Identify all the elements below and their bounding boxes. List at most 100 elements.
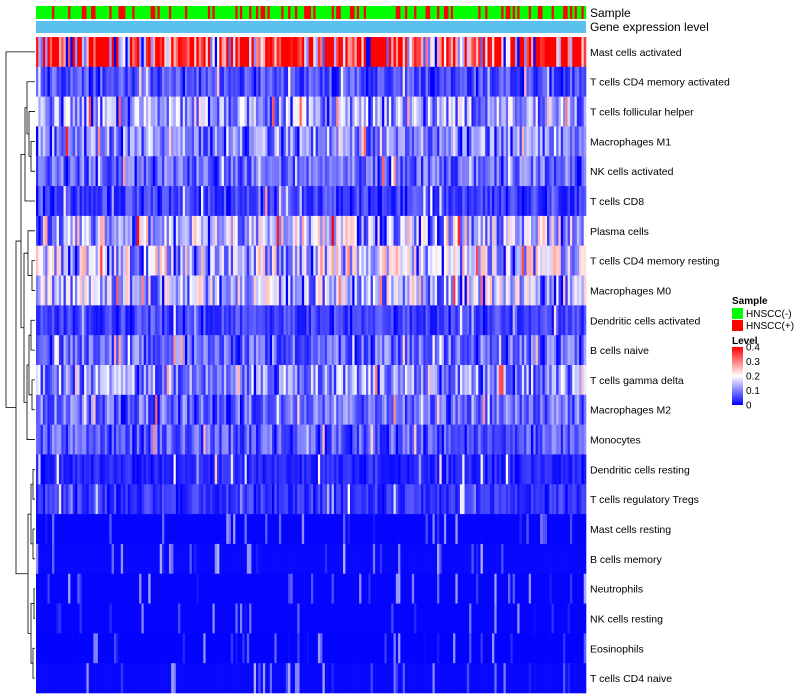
heatmap-cell <box>501 543 504 575</box>
heatmap-cell <box>569 514 573 545</box>
heatmap-cell <box>100 156 103 187</box>
heatmap-cell <box>363 66 367 97</box>
heatmap-cell <box>272 424 275 455</box>
heatmap-cell <box>356 603 360 634</box>
heatmap-cell <box>132 543 135 575</box>
heatmap-cell <box>228 186 232 217</box>
heatmap-cell <box>162 96 165 127</box>
heatmap-cell <box>189 514 193 545</box>
sample-annotation-cell <box>441 6 445 19</box>
heatmap-cell <box>563 543 566 575</box>
heatmap-cell <box>418 96 422 127</box>
heatmap-cell <box>395 275 399 306</box>
heatmap-cell <box>173 484 177 515</box>
heatmap-cell <box>129 543 133 575</box>
heatmap-cell <box>425 37 429 68</box>
heatmap-cell <box>70 335 73 366</box>
heatmap-cell <box>533 186 536 217</box>
heatmap-cell <box>52 37 55 68</box>
heatmap-cell <box>425 66 429 97</box>
heatmap-cell <box>77 156 80 187</box>
heatmap-cell <box>430 424 433 455</box>
heatmap-cell <box>272 156 275 187</box>
heatmap-cell <box>377 96 381 127</box>
heatmap-cell <box>404 186 408 217</box>
heatmap-cell <box>386 156 390 187</box>
heatmap-cell <box>361 215 365 247</box>
heatmap-cell <box>276 245 280 276</box>
heatmap-cell <box>327 245 330 276</box>
heatmap-cell <box>102 543 106 575</box>
heatmap-cell <box>324 305 328 336</box>
heatmap-cell <box>432 126 436 157</box>
heatmap-cell <box>547 96 550 127</box>
heatmap-cell <box>411 66 415 97</box>
heatmap-cell <box>480 156 484 187</box>
heatmap-cell <box>164 484 167 515</box>
heatmap-cell <box>393 394 397 425</box>
heatmap-cell <box>290 543 293 575</box>
heatmap-cell <box>347 305 351 336</box>
heatmap-cell <box>352 365 355 396</box>
heatmap-cell <box>249 573 252 604</box>
heatmap-cell <box>166 573 170 604</box>
sample-annotation-cell <box>404 6 408 19</box>
heatmap-cell <box>237 424 241 455</box>
heatmap-cell <box>317 365 321 396</box>
heatmap-cell <box>508 305 511 336</box>
heatmap-cell <box>317 275 321 306</box>
heatmap-cell <box>476 365 479 396</box>
heatmap-cell <box>560 156 564 187</box>
heatmap-cell <box>223 484 227 515</box>
heatmap-cell <box>244 454 248 485</box>
heatmap-cell <box>159 424 163 455</box>
heatmap-cell <box>86 365 90 396</box>
heatmap-cell <box>134 186 138 217</box>
heatmap-cell <box>304 275 307 306</box>
heatmap-cell <box>141 484 145 515</box>
heatmap-cell <box>113 37 117 68</box>
heatmap-cell <box>47 37 51 68</box>
heatmap-cell <box>366 126 369 157</box>
heatmap-cell <box>437 96 440 127</box>
heatmap-cell <box>104 37 108 68</box>
heatmap-cell <box>260 454 264 485</box>
heatmap-cell <box>187 275 190 306</box>
heatmap-cell <box>450 484 454 515</box>
heatmap-cell <box>274 245 277 276</box>
heatmap-cell <box>306 365 310 396</box>
heatmap-cell <box>237 603 241 634</box>
heatmap-cell <box>459 96 463 127</box>
heatmap-cell <box>388 365 392 396</box>
heatmap-cell <box>398 275 401 306</box>
heatmap-cell <box>214 573 218 604</box>
heatmap-cell <box>386 186 390 217</box>
heatmap-cell <box>411 37 415 68</box>
heatmap-cell <box>347 484 351 515</box>
heatmap-cell <box>173 215 177 247</box>
heatmap-cell <box>127 305 131 336</box>
heatmap-cell <box>61 394 64 425</box>
sample-annotation-cell <box>173 6 177 19</box>
heatmap-cell <box>162 66 165 97</box>
heatmap-cell <box>86 335 90 366</box>
heatmap-cell <box>354 603 358 634</box>
heatmap-cell <box>349 484 353 515</box>
heatmap-cell <box>528 37 532 68</box>
heatmap-cell <box>288 603 291 634</box>
heatmap-cell <box>311 365 314 396</box>
heatmap-cell <box>425 335 429 366</box>
heatmap-cell <box>226 543 229 575</box>
heatmap-cell <box>567 424 571 455</box>
heatmap-cell <box>519 37 523 68</box>
heatmap-cell <box>61 37 64 68</box>
heatmap-cell <box>155 245 158 276</box>
heatmap-cell <box>329 305 332 336</box>
heatmap-cell <box>184 37 188 68</box>
heatmap-cell <box>127 424 131 455</box>
sample-annotation-cell <box>402 6 406 19</box>
heatmap-cell <box>173 454 177 485</box>
heatmap-cell <box>512 186 516 217</box>
heatmap-cell <box>226 156 229 187</box>
heatmap-cell <box>212 454 216 485</box>
